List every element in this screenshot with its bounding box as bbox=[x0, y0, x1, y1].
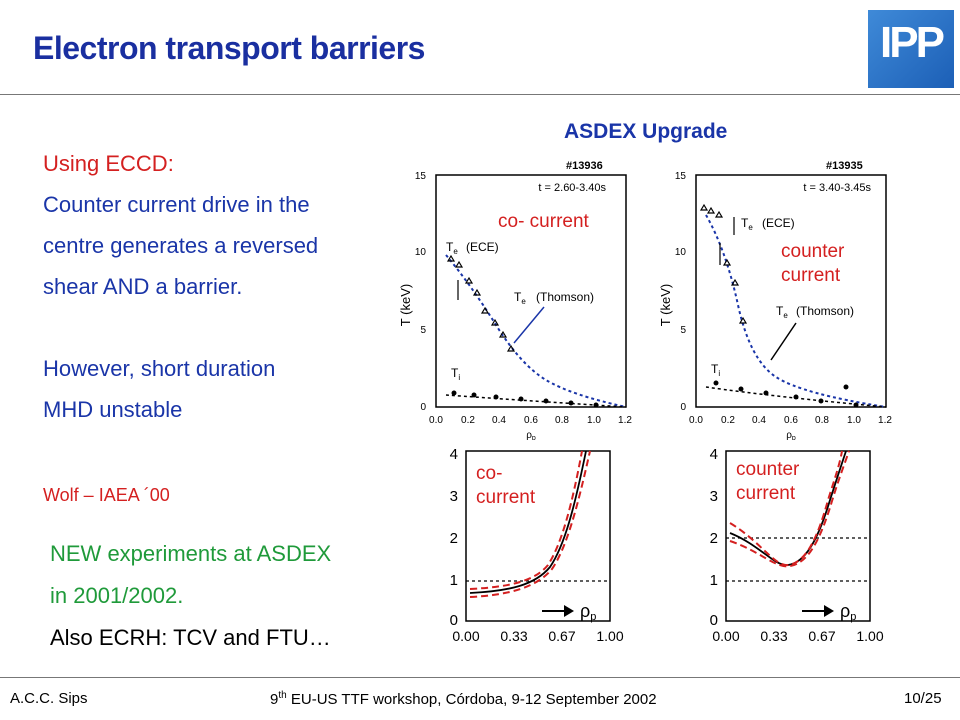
svg-text:0.0: 0.0 bbox=[689, 415, 703, 426]
svg-text:Ti: Ti bbox=[711, 362, 720, 378]
temperature-plot-counter: 15 10 5 0 0.0 0.2 0.4 0.6 0.8 1.0 1.2 ρp… bbox=[658, 160, 892, 440]
text-line-2: Counter current drive in the bbox=[43, 192, 310, 217]
svg-text:2: 2 bbox=[710, 530, 718, 547]
svg-text:0.33: 0.33 bbox=[500, 628, 527, 644]
svg-text:0.6: 0.6 bbox=[524, 415, 538, 426]
footer-event-sup: th bbox=[278, 690, 287, 701]
svg-text:0.33: 0.33 bbox=[760, 628, 787, 644]
svg-text:1.0: 1.0 bbox=[847, 415, 861, 426]
plot-frame bbox=[725, 450, 871, 622]
plot-frame bbox=[435, 174, 627, 408]
svg-text:1: 1 bbox=[450, 572, 458, 589]
svg-text:0.8: 0.8 bbox=[815, 415, 829, 426]
svg-text:0.67: 0.67 bbox=[808, 628, 835, 644]
svg-text:0: 0 bbox=[450, 612, 458, 629]
footer-page-number: 10/25 bbox=[904, 690, 942, 707]
text-line-9: Also ECRH: TCV and FTU… bbox=[50, 625, 331, 650]
svg-text:1.2: 1.2 bbox=[618, 415, 632, 426]
co-current-label: co- current bbox=[498, 211, 590, 232]
svg-text:3: 3 bbox=[710, 488, 718, 505]
svg-text:1.00: 1.00 bbox=[856, 628, 883, 644]
svg-text:Te: Te bbox=[741, 216, 753, 232]
svg-text:ρp: ρp bbox=[786, 430, 796, 440]
q-profile-plot-counter: 4 3 2 1 0 0.00 0.33 0.67 1.00 q counter … bbox=[710, 446, 884, 644]
ipp-logo-text: IPP bbox=[880, 18, 945, 67]
co-label-line-1: co- bbox=[476, 463, 502, 484]
svg-text:Ti: Ti bbox=[451, 366, 460, 382]
svg-text:ρp: ρp bbox=[526, 430, 536, 440]
text-line-1: Using ECCD: bbox=[43, 151, 174, 176]
co-label-line-2: current bbox=[476, 487, 536, 508]
footer-event: 9th EU-US TTF workshop, Córdoba, 9-12 Se… bbox=[270, 690, 657, 708]
svg-text:3: 3 bbox=[450, 488, 458, 505]
svg-text:2: 2 bbox=[450, 530, 458, 547]
svg-text:Te: Te bbox=[514, 290, 526, 306]
bottom-divider bbox=[0, 677, 960, 678]
text-line-4: shear AND a barrier. bbox=[43, 274, 243, 299]
svg-text:0.2: 0.2 bbox=[721, 415, 735, 426]
counter-label-line-1: counter bbox=[781, 241, 845, 262]
text-line-7: NEW experiments at ASDEX bbox=[50, 541, 332, 566]
svg-text:0.00: 0.00 bbox=[712, 628, 739, 644]
svg-text:1.00: 1.00 bbox=[596, 628, 623, 644]
te-thomson-label: (Thomson) bbox=[796, 304, 854, 318]
svg-text:4: 4 bbox=[450, 446, 458, 463]
temperature-plot-co: 15 10 5 0 0.0 0.2 0.4 0.6 0.8 1.0 1.2 ρp… bbox=[398, 160, 632, 440]
svg-text:5: 5 bbox=[680, 325, 686, 336]
svg-text:4: 4 bbox=[710, 446, 718, 463]
svg-text:0.4: 0.4 bbox=[752, 415, 766, 426]
svg-text:1.2: 1.2 bbox=[878, 415, 892, 426]
svg-text:0: 0 bbox=[710, 612, 718, 629]
svg-text:10: 10 bbox=[675, 247, 687, 258]
counter-q-label-line-1: counter bbox=[736, 459, 800, 480]
y-axis-label: T (keV) bbox=[398, 284, 413, 326]
svg-text:0.6: 0.6 bbox=[784, 415, 798, 426]
text-line-6: MHD unstable bbox=[43, 397, 183, 422]
footer-event-text: EU-US TTF workshop, Córdoba, 9-12 Septem… bbox=[286, 691, 657, 708]
svg-text:Te: Te bbox=[776, 304, 788, 320]
shot-number: #13936 bbox=[566, 160, 603, 172]
svg-text:1.0: 1.0 bbox=[587, 415, 601, 426]
y-axis-label: T (keV) bbox=[658, 284, 673, 326]
te-ece-label: (ECE) bbox=[762, 216, 795, 230]
svg-text:5: 5 bbox=[420, 325, 426, 336]
svg-text:0.00: 0.00 bbox=[452, 628, 479, 644]
time-range: t = 2.60-3.40s bbox=[538, 182, 606, 194]
svg-text:ρp: ρp bbox=[840, 601, 856, 623]
svg-text:ρp: ρp bbox=[580, 601, 596, 623]
shot-number: #13935 bbox=[826, 160, 863, 172]
ipp-logo: IPP bbox=[868, 10, 954, 88]
counter-label-line-2: current bbox=[781, 265, 841, 286]
svg-text:0.4: 0.4 bbox=[492, 415, 506, 426]
svg-text:Te: Te bbox=[446, 240, 458, 256]
plot-frame bbox=[695, 174, 887, 408]
te-ece-label: (ECE) bbox=[466, 240, 499, 254]
text-line-3: centre generates a reversed bbox=[43, 233, 319, 258]
reference-text: Wolf – IAEA ´00 bbox=[43, 485, 170, 505]
text-line-8: in 2001/2002. bbox=[50, 583, 184, 608]
plot-frame bbox=[465, 450, 611, 622]
svg-text:0.0: 0.0 bbox=[429, 415, 443, 426]
svg-text:1: 1 bbox=[710, 572, 718, 589]
te-thomson-label: (Thomson) bbox=[536, 290, 594, 304]
footer-event-number: 9 bbox=[270, 691, 279, 708]
time-range: t = 3.40-3.45s bbox=[803, 182, 871, 194]
svg-text:15: 15 bbox=[415, 171, 427, 182]
svg-text:0.8: 0.8 bbox=[555, 415, 569, 426]
svg-text:10: 10 bbox=[415, 247, 427, 258]
footer-author: A.C.C. Sips bbox=[10, 690, 88, 707]
svg-text:0: 0 bbox=[680, 402, 686, 413]
counter-q-label-line-2: current bbox=[736, 483, 796, 504]
q-profile-plot-co: 4 3 2 1 0 0.00 0.33 0.67 1.00 q co- curr… bbox=[450, 446, 624, 644]
svg-text:0.2: 0.2 bbox=[461, 415, 475, 426]
asdex-heading: ASDEX Upgrade bbox=[564, 120, 728, 143]
svg-text:15: 15 bbox=[675, 171, 687, 182]
svg-text:0: 0 bbox=[420, 402, 426, 413]
svg-text:0.67: 0.67 bbox=[548, 628, 575, 644]
text-line-5: However, short duration bbox=[43, 356, 276, 381]
slide-title: Electron transport barriers bbox=[33, 30, 425, 66]
top-divider bbox=[0, 94, 960, 95]
